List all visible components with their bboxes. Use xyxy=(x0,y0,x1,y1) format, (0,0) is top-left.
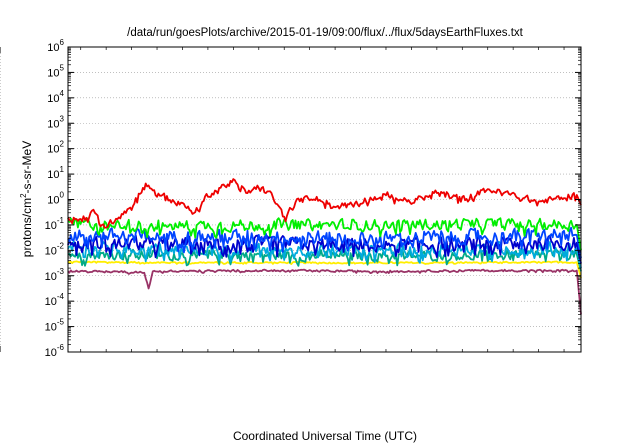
y-axis-label-main: protons/cm xyxy=(20,198,34,257)
series-line xyxy=(67,260,582,279)
y-tick-label: 101 xyxy=(47,165,64,181)
data-series xyxy=(67,178,582,315)
x-axis-ticks: 2015-1-152015-1-162015-1-172015-1-182015… xyxy=(0,47,565,352)
series-line xyxy=(67,226,582,259)
series-line xyxy=(67,178,582,229)
y-tick-label: 104 xyxy=(47,89,64,105)
x-axis-label: Coordinated Universal Time (UTC) xyxy=(233,429,417,443)
series-line xyxy=(67,234,582,264)
y-axis-label-units: -s-sr-MeV xyxy=(20,141,34,194)
series-line xyxy=(67,217,582,251)
series-line xyxy=(67,247,582,272)
y-tick-label: 106 xyxy=(47,38,64,54)
y-tick-label: 100 xyxy=(47,191,64,207)
y-tick-label: 10-1 xyxy=(45,216,65,232)
y-tick-label: 10-6 xyxy=(45,343,65,359)
y-tick-label: 105 xyxy=(47,63,64,79)
y-tick-label: 10-5 xyxy=(45,318,65,334)
y-axis-label: protons/cm2-s-sr-MeV xyxy=(19,141,34,257)
y-tick-label: 10-2 xyxy=(45,241,65,257)
y-axis-label-superscript: 2 xyxy=(19,193,28,198)
y-tick-label: 10-4 xyxy=(45,292,65,308)
y-tick-label: 102 xyxy=(47,140,64,156)
y-tick-label: 10-3 xyxy=(45,267,65,283)
chart-title: /data/run/goesPlots/archive/2015-01-19/0… xyxy=(127,27,523,39)
series-line xyxy=(67,268,582,315)
y-tick-label: 103 xyxy=(47,114,64,130)
y-axis-ticks: 10-6 10-5 10-4 10-3 10-2 10-1 100 101 102 103 104 1… xyxy=(45,38,581,359)
